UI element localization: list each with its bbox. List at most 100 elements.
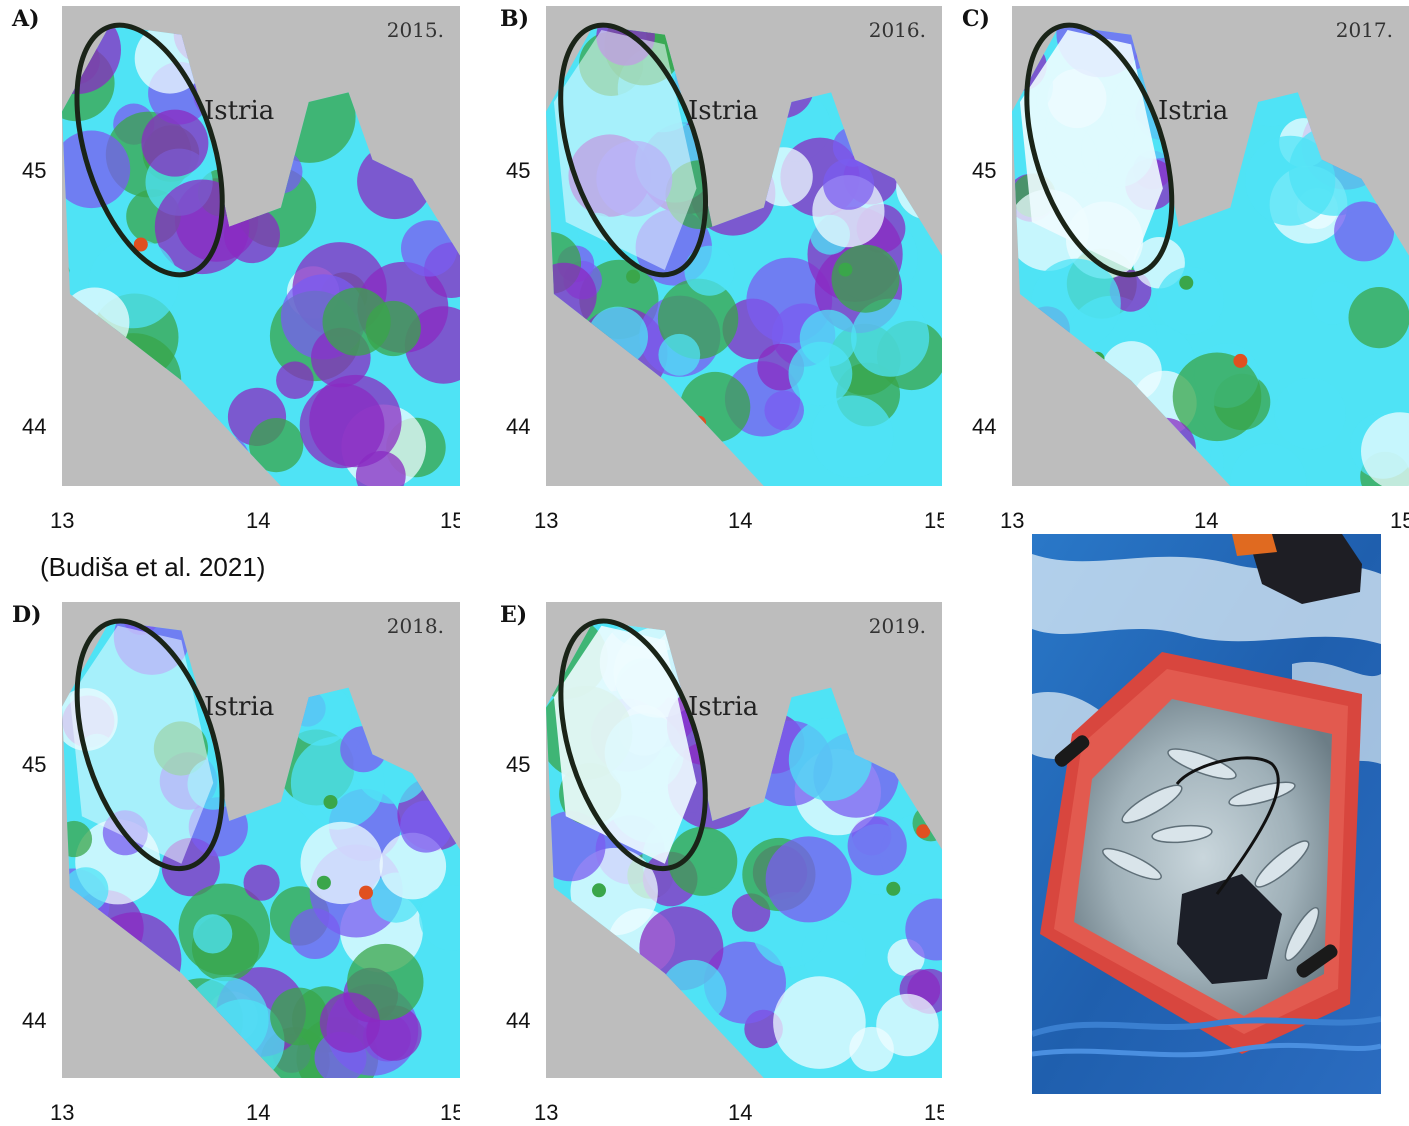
x-tick: 14: [1194, 508, 1218, 534]
citation: (Budiša et al. 2021): [40, 552, 265, 583]
density-blob: [1193, 6, 1286, 82]
density-blob: [588, 307, 648, 367]
density-blob: [660, 602, 708, 634]
density-peak: [916, 824, 930, 838]
density-blob: [832, 245, 900, 313]
y-tick: 44: [22, 1008, 46, 1034]
density-blob: [700, 135, 760, 195]
density-peak: [62, 263, 69, 277]
density-blob: [678, 18, 761, 101]
x-tick: 15: [440, 1100, 460, 1126]
density-peak: [1091, 352, 1105, 366]
density-blob: [378, 88, 420, 130]
density-blob: [62, 431, 116, 486]
density-blob: [800, 310, 857, 367]
density-blob: [791, 602, 876, 662]
density-blob: [184, 977, 269, 1062]
density-blob: [62, 415, 120, 486]
density-blob: [766, 836, 852, 922]
sea-map: [62, 6, 460, 486]
density-blob: [298, 6, 377, 85]
density-blob: [848, 816, 907, 875]
density-blob: [62, 602, 93, 623]
map-plot: 2015. Istria: [62, 6, 460, 486]
density-blob: [186, 618, 231, 663]
density-blob: [1311, 282, 1354, 325]
density-blob: [400, 801, 452, 853]
sea-map: [1012, 6, 1409, 486]
sea-map: [546, 602, 942, 1078]
density-blob: [401, 220, 457, 276]
density-blob: [192, 6, 250, 54]
density-blob: [1134, 418, 1196, 480]
density-blob: [1102, 428, 1175, 486]
y-tick: 45: [972, 158, 996, 184]
density-blob: [1012, 364, 1046, 430]
density-blob: [784, 6, 853, 65]
x-tick: 13: [534, 508, 558, 534]
density-blob: [62, 382, 122, 445]
density-blob: [302, 602, 357, 651]
x-tick: 13: [50, 1100, 74, 1126]
density-blob: [660, 960, 726, 1026]
density-blob: [1209, 6, 1252, 48]
density-blob: [658, 334, 700, 376]
density-blob: [62, 384, 117, 470]
panel-letter: A): [12, 6, 39, 32]
year-label: 2016.: [869, 18, 926, 42]
density-blob: [99, 982, 157, 1040]
density-blob: [811, 395, 893, 477]
density-blob: [707, 602, 782, 665]
place-label: Istria: [688, 96, 758, 126]
density-peak: [626, 270, 640, 284]
density-peak: [592, 883, 606, 897]
density-blob: [159, 439, 236, 486]
density-blob: [249, 418, 303, 472]
density-peak: [317, 876, 331, 890]
density-blob: [246, 602, 332, 684]
density-peak: [324, 795, 338, 809]
density-blob: [320, 993, 380, 1053]
y-tick: 44: [22, 414, 46, 440]
density-blob: [754, 147, 813, 206]
map-plot: 2016. Istria: [546, 6, 942, 486]
density-blob: [244, 865, 280, 901]
density-blob: [680, 372, 750, 442]
place-label: Istria: [1158, 96, 1228, 126]
density-peak: [173, 414, 187, 428]
x-tick: 15: [924, 1100, 944, 1126]
density-blob: [1188, 139, 1240, 191]
density-blob: [62, 1048, 84, 1078]
density-blob: [668, 827, 737, 896]
density-blob: [1012, 450, 1061, 486]
density-blob: [1229, 42, 1313, 126]
density-blob: [357, 144, 432, 219]
density-blob: [611, 1041, 671, 1078]
density-blob: [784, 6, 854, 74]
density-blob: [1245, 136, 1335, 226]
y-tick: 45: [506, 158, 530, 184]
density-blob: [1206, 36, 1244, 74]
map-plot: 2017. Istria: [1012, 6, 1409, 486]
density-peak: [1233, 354, 1247, 368]
density-blob: [886, 642, 942, 713]
density-blob: [1270, 16, 1329, 75]
density-blob: [1327, 60, 1397, 130]
density-blob: [1031, 259, 1121, 349]
density-blob: [1117, 411, 1165, 459]
density-blob: [684, 246, 734, 296]
density-blob: [191, 6, 245, 50]
density-blob: [852, 110, 907, 165]
fish-crate-photo: [1032, 534, 1381, 1094]
place-label: Istria: [204, 692, 274, 722]
x-tick: 15: [1390, 508, 1409, 534]
x-tick: 14: [728, 508, 752, 534]
density-blob: [576, 386, 616, 426]
density-blob: [1195, 6, 1250, 60]
x-tick: 15: [440, 508, 460, 534]
density-blob: [1275, 378, 1346, 449]
panel-letter: C): [962, 6, 990, 32]
x-tick: 13: [534, 1100, 558, 1126]
x-tick: 14: [246, 1100, 270, 1126]
density-blob: [141, 110, 208, 177]
